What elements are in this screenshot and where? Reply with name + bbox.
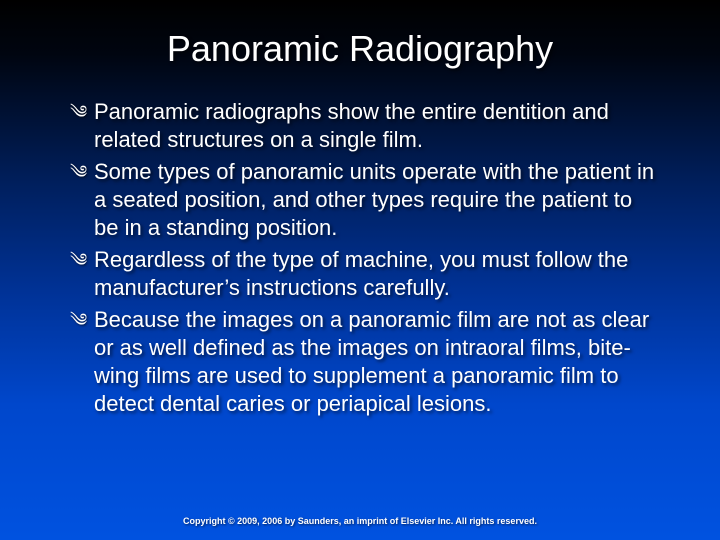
list-item: ༄ Panoramic radiographs show the entire … xyxy=(70,98,660,154)
copyright-footer: Copyright © 2009, 2006 by Saunders, an i… xyxy=(0,516,720,526)
bullet-list: ༄ Panoramic radiographs show the entire … xyxy=(60,98,660,418)
bullet-icon: ༄ xyxy=(70,306,94,334)
bullet-text: Regardless of the type of machine, you m… xyxy=(94,246,660,302)
list-item: ༄ Because the images on a panoramic film… xyxy=(70,306,660,418)
slide-title: Panoramic Radiography xyxy=(60,28,660,70)
list-item: ༄ Regardless of the type of machine, you… xyxy=(70,246,660,302)
bullet-text: Because the images on a panoramic film a… xyxy=(94,306,660,418)
bullet-text: Panoramic radiographs show the entire de… xyxy=(94,98,660,154)
slide: Panoramic Radiography ༄ Panoramic radiog… xyxy=(0,0,720,540)
bullet-text: Some types of panoramic units operate wi… xyxy=(94,158,660,242)
bullet-icon: ༄ xyxy=(70,158,94,186)
list-item: ༄ Some types of panoramic units operate … xyxy=(70,158,660,242)
bullet-icon: ༄ xyxy=(70,246,94,274)
bullet-icon: ༄ xyxy=(70,98,94,126)
